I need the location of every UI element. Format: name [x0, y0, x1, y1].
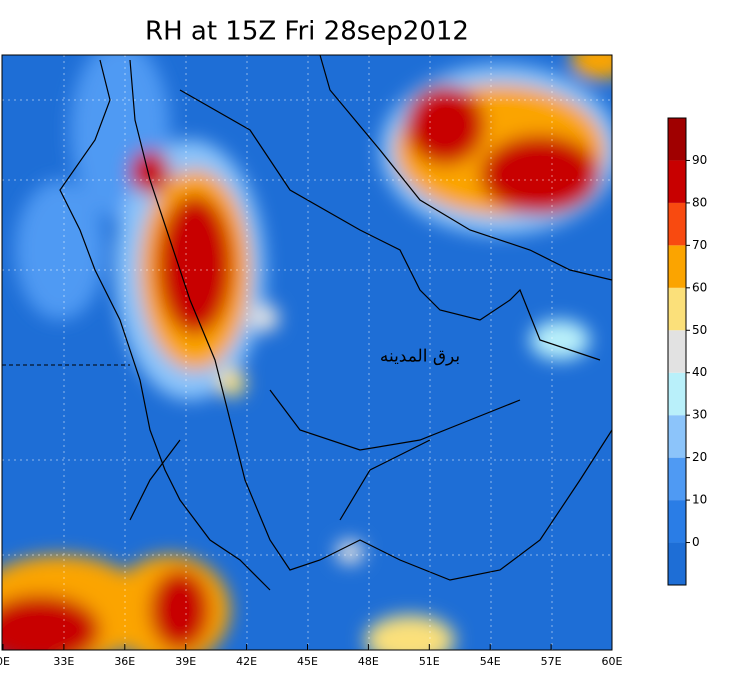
- x-tick-label: 36E: [114, 655, 135, 668]
- colorbar-label: 20: [692, 450, 707, 464]
- x-tick-label: 54E: [480, 655, 501, 668]
- color-swatch: [668, 372, 686, 416]
- color-swatch: [668, 415, 686, 458]
- colorbar-label: 90: [692, 153, 707, 167]
- color-swatch: [668, 202, 686, 246]
- colorbar-label: 0: [692, 535, 700, 549]
- color-swatch: [668, 160, 686, 203]
- color-swatch: [668, 457, 686, 501]
- colorbar-frame: [667, 117, 687, 586]
- x-tick-label: 39E: [175, 655, 196, 668]
- colorbar-label: 70: [692, 238, 707, 252]
- color-swatch: [668, 118, 686, 161]
- x-tick-label: 42E: [236, 655, 257, 668]
- color-swatch: [668, 330, 686, 373]
- colorbar-label: 10: [692, 493, 707, 507]
- x-tick-label: 45E: [297, 655, 318, 668]
- color-swatch: [668, 287, 686, 331]
- colorbar-label: 40: [692, 365, 707, 379]
- colorbar-label: 60: [692, 280, 707, 294]
- x-tick-label: 57E: [541, 655, 562, 668]
- colorbar-label: 50: [692, 323, 707, 337]
- color-swatch: [668, 542, 686, 585]
- x-tick-label: 48E: [358, 655, 379, 668]
- annotation: برق المدينه: [380, 347, 460, 367]
- map-title: RH at 15Z Fri 28sep2012: [145, 17, 469, 47]
- x-tick-label: 0E: [0, 655, 10, 668]
- color-swatch: [668, 500, 686, 543]
- colorbar-label: 80: [692, 195, 707, 209]
- x-tick-label: 60E: [602, 655, 623, 668]
- color-swatch: [668, 245, 686, 288]
- map-field: [2, 55, 612, 650]
- x-tick-label: 51E: [419, 655, 440, 668]
- x-tick-label: 33E: [53, 655, 74, 668]
- coastlines: [59, 55, 612, 591]
- colorbar-label: 30: [692, 408, 707, 422]
